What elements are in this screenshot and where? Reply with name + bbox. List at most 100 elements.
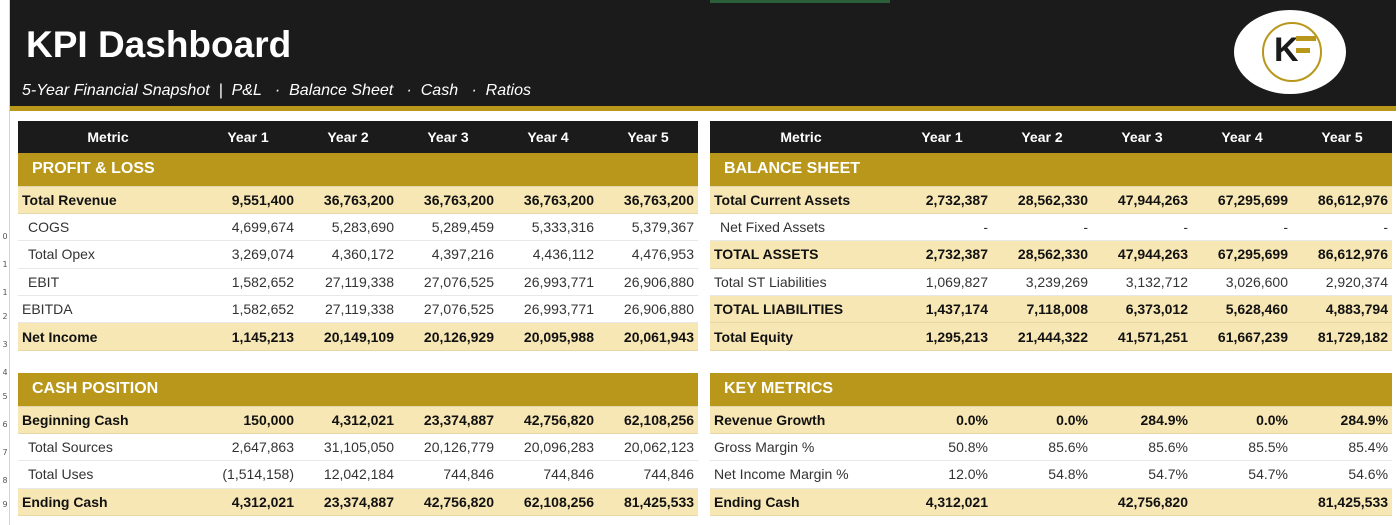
value-cell-year-3[interactable]: 4,397,216 bbox=[398, 240, 498, 269]
row-label-total-assets[interactable]: TOTAL ASSETS bbox=[710, 240, 892, 269]
value-cell-year-3[interactable]: 47,944,263 bbox=[1092, 186, 1192, 214]
row-number[interactable]: 4 bbox=[2, 368, 8, 377]
value-cell-year-3[interactable]: 27,076,525 bbox=[398, 268, 498, 297]
row-label-total-revenue[interactable]: Total Revenue bbox=[18, 186, 198, 214]
value-cell-year-5[interactable]: 4,883,794 bbox=[1292, 295, 1392, 324]
value-cell-year-2[interactable]: 27,119,338 bbox=[298, 268, 398, 297]
row-number[interactable]: 8 bbox=[2, 476, 8, 485]
value-cell-year-1[interactable]: 4,312,021 bbox=[892, 488, 992, 517]
value-cell-year-4[interactable]: 85.5% bbox=[1192, 433, 1292, 462]
value-cell-year-2[interactable]: 28,562,330 bbox=[992, 240, 1092, 269]
value-cell-year-3[interactable]: 41,571,251 bbox=[1092, 322, 1192, 351]
row-label-total-liabilities[interactable]: TOTAL LIABILITIES bbox=[710, 295, 892, 324]
row-label-beginning-cash[interactable]: Beginning Cash bbox=[18, 406, 198, 434]
value-cell-year-5[interactable]: 5,379,367 bbox=[598, 213, 698, 242]
value-cell-year-1[interactable]: 12.0% bbox=[892, 460, 992, 489]
value-cell-year-3[interactable]: 54.7% bbox=[1092, 460, 1192, 489]
row-label-total-st-liabilities[interactable]: Total ST Liabilities bbox=[710, 268, 892, 297]
column-header-year-2[interactable]: Year 2 bbox=[992, 121, 1092, 153]
row-number[interactable]: 1 bbox=[2, 260, 8, 269]
value-cell-year-3[interactable]: 6,373,012 bbox=[1092, 295, 1192, 324]
row-label-total-equity[interactable]: Total Equity bbox=[710, 322, 892, 351]
value-cell-year-5[interactable]: - bbox=[1292, 213, 1392, 242]
value-cell-year-4[interactable] bbox=[1192, 488, 1292, 517]
column-header-metric[interactable]: Metric bbox=[18, 121, 198, 153]
value-cell-year-4[interactable]: 3,026,600 bbox=[1192, 268, 1292, 297]
value-cell-year-4[interactable]: 0.0% bbox=[1192, 406, 1292, 434]
row-label-total-opex[interactable]: Total Opex bbox=[18, 240, 198, 269]
value-cell-year-2[interactable]: 28,562,330 bbox=[992, 186, 1092, 214]
value-cell-year-5[interactable]: 81,425,533 bbox=[1292, 488, 1393, 517]
column-header-year-3[interactable]: Year 3 bbox=[1092, 121, 1192, 153]
value-cell-year-1[interactable]: 1,069,827 bbox=[892, 268, 992, 297]
value-cell-year-5[interactable]: 81,729,182 bbox=[1292, 322, 1392, 351]
value-cell-year-1[interactable]: 9,551,400 bbox=[198, 186, 298, 214]
column-header-year-5[interactable]: Year 5 bbox=[598, 121, 698, 153]
value-cell-year-1[interactable]: 0.0% bbox=[892, 406, 992, 434]
value-cell-year-4[interactable]: 61,667,239 bbox=[1192, 322, 1292, 351]
value-cell-year-3[interactable]: 42,756,820 bbox=[1092, 488, 1192, 517]
value-cell-year-3[interactable]: 47,944,263 bbox=[1092, 240, 1192, 269]
value-cell-year-5[interactable]: 62,108,256 bbox=[598, 406, 699, 434]
value-cell-year-5[interactable]: 81,425,533 bbox=[598, 488, 699, 517]
value-cell-year-3[interactable]: 36,763,200 bbox=[398, 186, 498, 214]
value-cell-year-4[interactable]: 62,108,256 bbox=[498, 488, 598, 517]
value-cell-year-2[interactable]: 0.0% bbox=[992, 406, 1092, 434]
value-cell-year-5[interactable]: 4,476,953 bbox=[598, 240, 698, 269]
row-label-ebit[interactable]: EBIT bbox=[18, 268, 198, 297]
value-cell-year-5[interactable]: 20,061,943 bbox=[598, 322, 698, 351]
value-cell-year-1[interactable]: 4,312,021 bbox=[198, 488, 298, 517]
value-cell-year-3[interactable]: 3,132,712 bbox=[1092, 268, 1192, 297]
value-cell-year-3[interactable]: 20,126,779 bbox=[398, 433, 498, 462]
value-cell-year-1[interactable]: 150,000 bbox=[198, 406, 298, 434]
value-cell-year-4[interactable]: - bbox=[1192, 213, 1292, 242]
value-cell-year-4[interactable]: 26,993,771 bbox=[498, 268, 598, 297]
value-cell-year-2[interactable]: 31,105,050 bbox=[298, 433, 398, 462]
value-cell-year-5[interactable]: 744,846 bbox=[598, 460, 699, 489]
value-cell-year-2[interactable]: 4,360,172 bbox=[298, 240, 398, 269]
value-cell-year-2[interactable]: - bbox=[992, 213, 1092, 242]
value-cell-year-5[interactable]: 284.9% bbox=[1292, 406, 1393, 434]
column-header-metric[interactable]: Metric bbox=[710, 121, 892, 153]
value-cell-year-4[interactable]: 20,095,988 bbox=[498, 322, 598, 351]
value-cell-year-5[interactable]: 26,906,880 bbox=[598, 268, 698, 297]
value-cell-year-4[interactable]: 5,628,460 bbox=[1192, 295, 1292, 324]
row-label-ebitda[interactable]: EBITDA bbox=[18, 295, 198, 324]
value-cell-year-2[interactable]: 5,283,690 bbox=[298, 213, 398, 242]
column-header-year-1[interactable]: Year 1 bbox=[198, 121, 298, 153]
value-cell-year-1[interactable]: - bbox=[892, 213, 992, 242]
value-cell-year-1[interactable]: 3,269,074 bbox=[198, 240, 298, 269]
value-cell-year-1[interactable]: 1,295,213 bbox=[892, 322, 992, 351]
value-cell-year-1[interactable]: 4,699,674 bbox=[198, 213, 298, 242]
row-label-net-fixed-assets[interactable]: Net Fixed Assets bbox=[710, 213, 892, 242]
value-cell-year-2[interactable]: 27,119,338 bbox=[298, 295, 398, 324]
value-cell-year-3[interactable]: 5,289,459 bbox=[398, 213, 498, 242]
value-cell-year-1[interactable]: 2,732,387 bbox=[892, 186, 992, 214]
value-cell-year-3[interactable]: 20,126,929 bbox=[398, 322, 498, 351]
value-cell-year-5[interactable]: 26,906,880 bbox=[598, 295, 698, 324]
value-cell-year-1[interactable]: (1,514,158) bbox=[198, 460, 298, 489]
row-label-total-current-assets[interactable]: Total Current Assets bbox=[710, 186, 892, 214]
value-cell-year-3[interactable]: 23,374,887 bbox=[398, 406, 498, 434]
section-title[interactable]: BALANCE SHEET bbox=[710, 153, 1392, 187]
value-cell-year-5[interactable]: 85.4% bbox=[1292, 433, 1393, 462]
value-cell-year-4[interactable]: 67,295,699 bbox=[1192, 240, 1292, 269]
row-number[interactable]: 2 bbox=[2, 312, 8, 321]
row-label-cogs[interactable]: COGS bbox=[18, 213, 198, 242]
value-cell-year-2[interactable]: 36,763,200 bbox=[298, 186, 398, 214]
value-cell-year-1[interactable]: 1,582,652 bbox=[198, 295, 298, 324]
column-header-year-2[interactable]: Year 2 bbox=[298, 121, 398, 153]
section-title[interactable]: PROFIT & LOSS bbox=[18, 153, 698, 187]
section-title[interactable]: CASH POSITION bbox=[18, 373, 699, 407]
value-cell-year-1[interactable]: 2,647,863 bbox=[198, 433, 298, 462]
value-cell-year-1[interactable]: 1,145,213 bbox=[198, 322, 298, 351]
row-number[interactable]: 3 bbox=[2, 340, 8, 349]
row-label-ending-cash[interactable]: Ending Cash bbox=[710, 488, 892, 517]
column-header-year-1[interactable]: Year 1 bbox=[892, 121, 992, 153]
value-cell-year-4[interactable]: 54.7% bbox=[1192, 460, 1292, 489]
row-label-net-income-margin[interactable]: Net Income Margin % bbox=[710, 460, 892, 489]
row-label-net-income[interactable]: Net Income bbox=[18, 322, 198, 351]
value-cell-year-4[interactable]: 36,763,200 bbox=[498, 186, 598, 214]
value-cell-year-2[interactable]: 85.6% bbox=[992, 433, 1092, 462]
column-header-year-3[interactable]: Year 3 bbox=[398, 121, 498, 153]
